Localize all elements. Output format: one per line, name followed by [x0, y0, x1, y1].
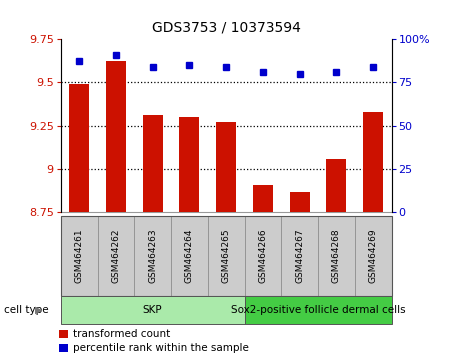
Bar [134, 216, 171, 296]
Bar [61, 216, 98, 296]
Title: GDS3753 / 10373594: GDS3753 / 10373594 [152, 21, 301, 35]
Text: percentile rank within the sample: percentile rank within the sample [73, 343, 249, 353]
Text: GSM464261: GSM464261 [75, 228, 84, 283]
Text: GSM464263: GSM464263 [148, 228, 157, 283]
Text: GSM464268: GSM464268 [332, 228, 341, 283]
Bar [208, 216, 244, 296]
Text: GSM464269: GSM464269 [369, 228, 378, 283]
Text: GSM464265: GSM464265 [221, 228, 230, 283]
Bar [106, 62, 126, 212]
Text: GSM464267: GSM464267 [295, 228, 304, 283]
Bar [355, 216, 392, 296]
Text: GSM464264: GSM464264 [185, 229, 194, 283]
Bar [171, 216, 208, 296]
Bar [216, 122, 236, 212]
Text: Sox2-positive follicle dermal cells: Sox2-positive follicle dermal cells [231, 305, 405, 315]
Text: ▶: ▶ [35, 305, 42, 315]
Bar [326, 159, 346, 212]
Text: GSM464262: GSM464262 [112, 229, 121, 283]
Bar [363, 112, 383, 212]
Bar [58, 330, 68, 338]
Bar [98, 216, 134, 296]
Bar [281, 216, 318, 296]
Text: transformed count: transformed count [73, 329, 170, 339]
Bar [143, 115, 163, 212]
Text: GSM464266: GSM464266 [258, 228, 267, 283]
Text: cell type: cell type [4, 305, 49, 315]
Bar [69, 84, 89, 212]
Bar [253, 185, 273, 212]
Bar [318, 216, 355, 296]
Text: SKP: SKP [143, 305, 162, 315]
Bar [58, 344, 68, 352]
Bar [61, 296, 244, 324]
Bar [244, 296, 392, 324]
Bar [179, 117, 199, 212]
Bar [289, 192, 310, 212]
Bar [244, 216, 281, 296]
